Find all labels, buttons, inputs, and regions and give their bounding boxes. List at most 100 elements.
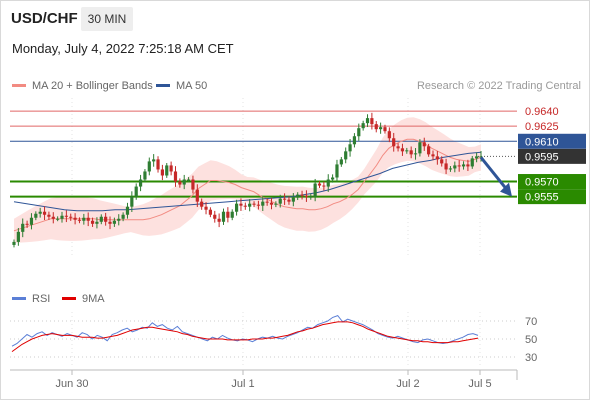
price-tags-layer: 0.9640 0.9625 0.9610 0.9595 0.9570 0.9555 bbox=[518, 106, 586, 205]
ma50-line bbox=[13, 151, 482, 212]
candle-body bbox=[479, 156, 483, 158]
candle-body bbox=[138, 179, 143, 187]
candle-body bbox=[470, 158, 474, 167]
timeframe-button[interactable]: 30 MIN bbox=[81, 7, 133, 31]
candle-body bbox=[448, 168, 453, 170]
candle-body bbox=[217, 218, 221, 222]
candle-body bbox=[409, 150, 413, 155]
candle-body bbox=[466, 164, 470, 167]
candle-body bbox=[339, 159, 343, 165]
time-tick-label: Jul 1 bbox=[231, 378, 254, 390]
ma20-legend: MA 20 + Bollinger Bands bbox=[12, 80, 153, 92]
candle-body bbox=[204, 206, 208, 210]
candle-body bbox=[160, 169, 164, 176]
price-tag-box bbox=[518, 133, 586, 149]
symbol-title: USD/CHF bbox=[11, 10, 78, 27]
price-tag-text: 0.9595 bbox=[525, 151, 559, 163]
price-tag-box bbox=[518, 174, 586, 190]
candle-body bbox=[440, 159, 444, 164]
candle-body bbox=[226, 211, 230, 218]
candle-body bbox=[392, 138, 396, 147]
candle-body bbox=[313, 183, 317, 197]
candle-body bbox=[405, 150, 409, 152]
candle-body bbox=[243, 205, 247, 207]
candle-body bbox=[156, 159, 160, 170]
rsi-legend: RSI bbox=[12, 293, 50, 305]
time-tick-label: Jul 2 bbox=[396, 378, 419, 390]
candle-body bbox=[230, 211, 234, 218]
candle-body bbox=[82, 217, 86, 221]
candle-body bbox=[252, 203, 256, 205]
price-tag-box bbox=[518, 189, 586, 205]
candle-body bbox=[282, 198, 287, 200]
price-tag-text: 0.9570 bbox=[525, 177, 559, 189]
copyright-note: Research © 2022 Trading Central bbox=[416, 80, 581, 92]
candle-body bbox=[117, 218, 121, 221]
candle-body bbox=[152, 159, 156, 162]
candle-body bbox=[461, 164, 466, 167]
candle-body bbox=[387, 131, 391, 139]
chart-header: USD/CHF 30 MIN bbox=[0, 0, 590, 36]
candle-body bbox=[427, 146, 431, 155]
candle-body bbox=[34, 213, 38, 218]
candle-body bbox=[86, 217, 90, 221]
candle-body bbox=[331, 177, 335, 180]
candle-body bbox=[291, 197, 295, 202]
ma50-swatch bbox=[156, 83, 170, 87]
candle-body bbox=[104, 216, 108, 222]
candle-body bbox=[186, 179, 191, 181]
price-tag-text: 0.9555 bbox=[525, 192, 559, 204]
candle-body bbox=[12, 241, 16, 245]
candle-body bbox=[444, 163, 448, 170]
forecast-arrow-shaft bbox=[479, 156, 508, 190]
rsi-ma-legend: 9MA bbox=[62, 293, 105, 305]
rsi-tick-label: 30 bbox=[525, 352, 537, 364]
candle-body bbox=[370, 118, 374, 125]
candle-body bbox=[352, 136, 357, 145]
candle-body bbox=[322, 185, 326, 187]
candle-body bbox=[178, 181, 182, 185]
candle-body bbox=[422, 142, 426, 147]
candle-body bbox=[300, 194, 304, 196]
forecast-arrow-layer bbox=[479, 156, 512, 197]
rsi-tick-label: 50 bbox=[525, 334, 537, 346]
ma20-swatch bbox=[12, 83, 26, 87]
candle-body bbox=[418, 142, 422, 154]
candle-body bbox=[317, 183, 322, 186]
candle-body bbox=[99, 216, 103, 222]
candle-body bbox=[296, 194, 300, 198]
candle-body bbox=[278, 198, 282, 204]
candle-body bbox=[348, 144, 352, 152]
bollinger-band-layer bbox=[14, 117, 481, 243]
rsi-label: RSI bbox=[32, 293, 51, 305]
candle-body bbox=[335, 164, 339, 178]
rsi-ma-label: 9MA bbox=[82, 293, 105, 305]
candle-body bbox=[60, 215, 64, 219]
time-axis-layer: Jun 30 Jul 1 Jul 2 Jul 5 bbox=[10, 369, 518, 390]
candle-body bbox=[344, 151, 348, 160]
candle-body bbox=[191, 179, 195, 190]
candle-body bbox=[29, 217, 34, 225]
candle-body bbox=[21, 223, 25, 232]
candle-body bbox=[64, 215, 68, 217]
candle-body bbox=[90, 220, 95, 224]
candle-body bbox=[239, 203, 243, 206]
candle-body bbox=[256, 204, 261, 206]
candle-body bbox=[379, 127, 383, 130]
rsi-ma-swatch bbox=[62, 296, 76, 300]
candle-body bbox=[134, 186, 138, 197]
candle-body bbox=[435, 156, 439, 160]
candle-body bbox=[326, 179, 330, 187]
candle-body bbox=[248, 203, 252, 207]
candle-body bbox=[112, 220, 116, 224]
candle-body bbox=[182, 179, 186, 185]
candle-body bbox=[73, 217, 77, 220]
candle-body bbox=[77, 219, 82, 221]
rsi-layer: 70 50 30 bbox=[10, 315, 537, 364]
candle-body bbox=[16, 231, 20, 242]
forecast-arrow-head bbox=[500, 182, 512, 197]
candle-body bbox=[274, 203, 278, 205]
candle-body bbox=[165, 165, 169, 176]
candle-body bbox=[457, 165, 461, 167]
